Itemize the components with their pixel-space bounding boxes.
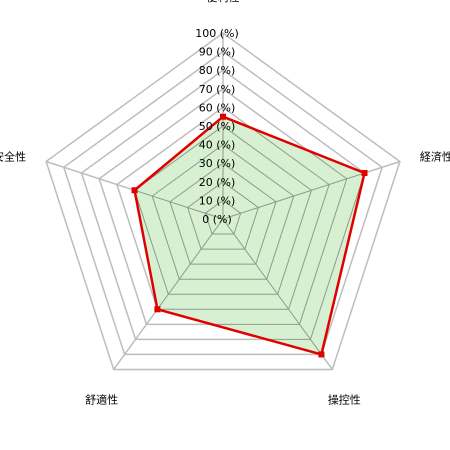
data-point-操控性 (318, 351, 325, 358)
tick-label: 30 (%) (199, 157, 236, 170)
axis-label-操控性: 操控性 (328, 392, 361, 406)
axis-label-安全性: 安全性 (0, 150, 26, 164)
data-layer (131, 113, 368, 358)
axis-label-便利性: 便利性 (207, 0, 240, 4)
tick-layer: 0 (%) 10 (%) 20 (%) 30 (%) 40 (%) 50 (%) 60 (%… (195, 27, 239, 226)
tick-label: 60 (%) (199, 101, 236, 114)
inner-grid-ring (204, 199, 242, 235)
series-line (133, 115, 366, 356)
tick-label: 10 (%) (199, 194, 236, 207)
axis-label-舒適性: 舒適性 (85, 392, 118, 406)
tick-label: 80 (%) (199, 64, 236, 77)
tick-label: 100 (%) (195, 27, 239, 40)
data-point-経済性 (361, 170, 368, 177)
inner-grid-ring (151, 143, 295, 280)
label-layer: 便利性経済性操控性 舒適性 安全性 (0, 0, 450, 406)
grid-ring (62, 50, 384, 356)
axis-label-経済性: 経済性 (420, 150, 450, 164)
tick-label: 40 (%) (199, 139, 236, 152)
inner-grid-ring (187, 181, 259, 250)
data-point-便利性 (220, 113, 226, 120)
grid-ring (45, 32, 401, 371)
tick-label: 90 (%) (199, 46, 236, 59)
inner-grid-ring (134, 116, 348, 325)
inner-grid-spoke (222, 161, 365, 220)
tick-label: 0 (%) (202, 213, 232, 226)
inner-grid-ring (169, 162, 277, 265)
data-point-舒適性 (154, 306, 161, 313)
tick-label: 70 (%) (199, 83, 236, 96)
tick-label: 20 (%) (199, 176, 236, 189)
grid-ring (80, 69, 366, 341)
inner-grid-spoke (222, 218, 333, 355)
data-point-安全性 (131, 187, 138, 194)
tick-label: 50 (%) (199, 120, 236, 133)
inner-grid-spoke (134, 218, 224, 355)
